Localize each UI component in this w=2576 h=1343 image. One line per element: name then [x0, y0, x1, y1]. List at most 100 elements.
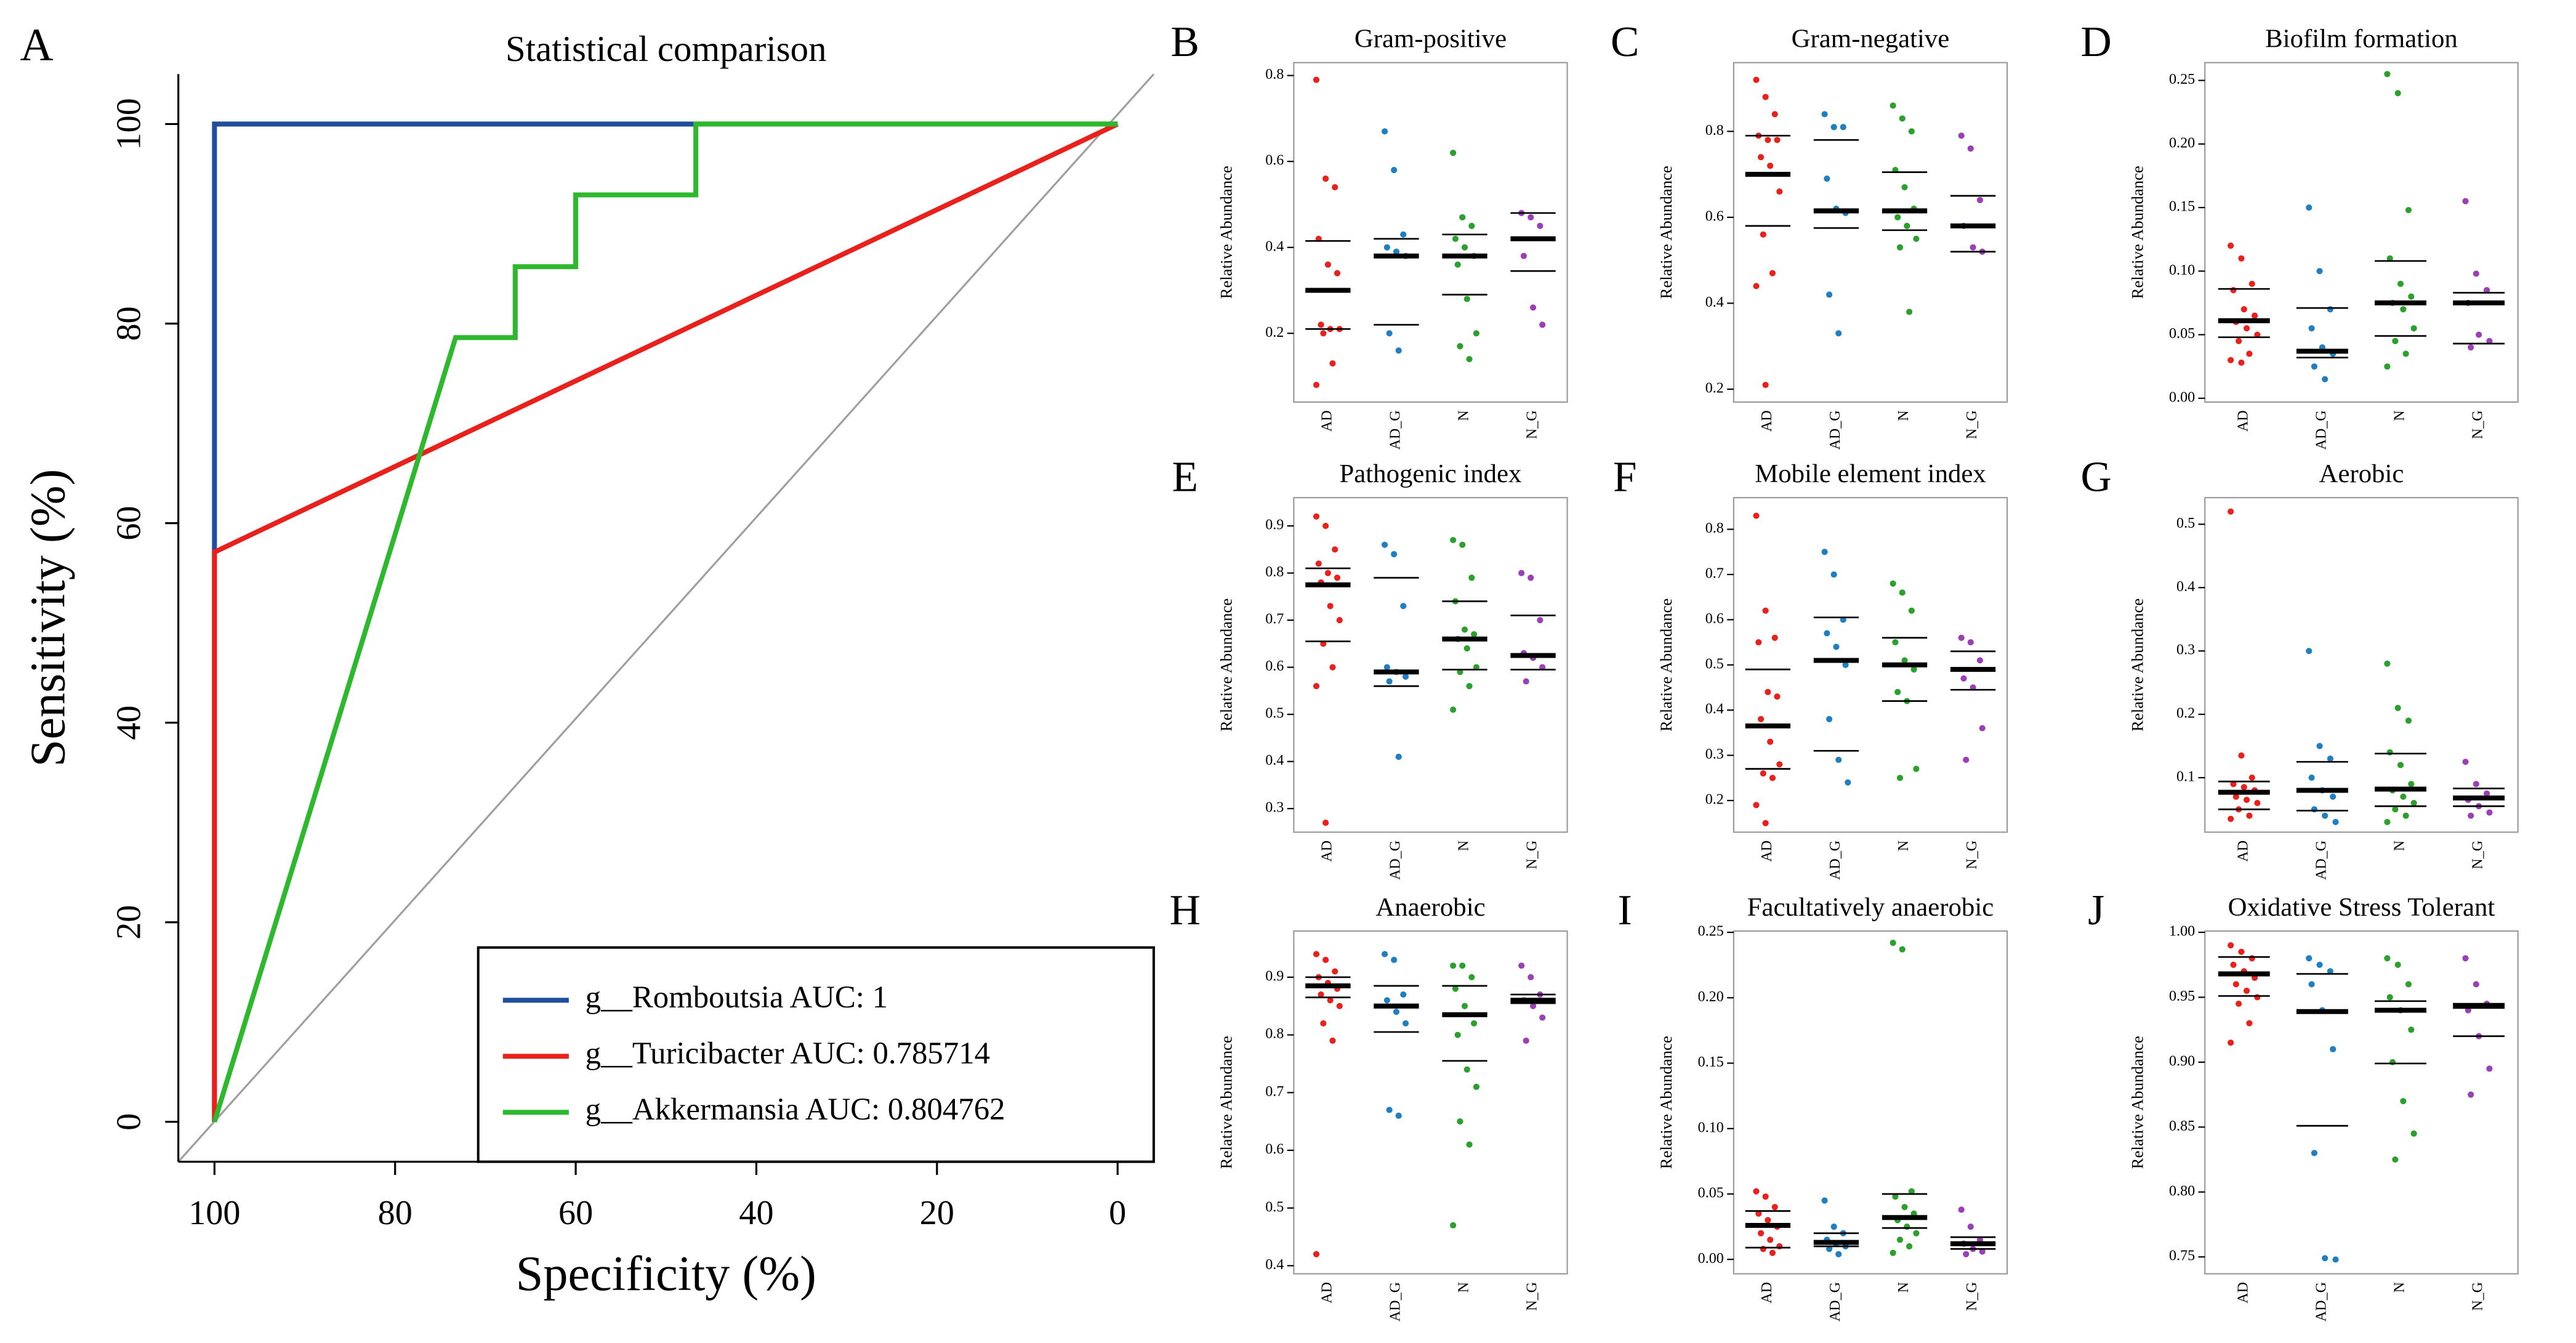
data-point: [1963, 756, 1970, 764]
y-tick-label: 0.10: [2169, 262, 2195, 278]
data-point: [1970, 244, 1976, 251]
data-point: [1459, 962, 1466, 969]
y-axis-title: Relative Abundance: [1657, 599, 1675, 732]
data-point: [1322, 820, 1329, 826]
data-point: [2476, 331, 2482, 338]
data-point: [1765, 137, 1771, 143]
data-point: [1466, 683, 1473, 690]
data-point: [1890, 1249, 1896, 1256]
data-point: [1753, 802, 1760, 809]
y-tick-label: 0.20: [1698, 989, 1724, 1005]
data-point: [1906, 1243, 1913, 1250]
y-tick-label: 1.00: [2169, 924, 2195, 940]
data-point: [1463, 645, 1470, 652]
y-axis-title: Relative Abundance: [1657, 1036, 1675, 1169]
data-point: [1468, 974, 1475, 981]
data-point: [1454, 261, 1461, 268]
data-point: [1821, 111, 1828, 118]
data-point: [2384, 363, 2391, 370]
panel-label: B: [1171, 18, 1199, 66]
data-point: [1454, 1031, 1461, 1038]
data-point: [1840, 124, 1846, 131]
data-point: [1450, 150, 1457, 156]
x-tick-label: AD: [2235, 841, 2251, 862]
y-tick-label: 0.8: [1705, 123, 1724, 139]
x-tick-label: N: [1456, 410, 1472, 421]
data-point: [1901, 184, 1908, 191]
x-tick-label: 40: [739, 1194, 773, 1232]
x-tick-label: AD: [1759, 841, 1775, 862]
data-point: [2246, 1020, 2253, 1026]
x-tick-label: AD: [1759, 1282, 1775, 1304]
y-tick-label: 100: [110, 98, 148, 150]
x-tick-label: N_G: [1964, 1282, 1980, 1311]
data-point: [1826, 1246, 1833, 1252]
x-tick-label: AD_G: [2313, 410, 2329, 450]
data-point: [1896, 775, 1904, 781]
data-point: [1324, 261, 1331, 268]
data-point: [2468, 344, 2474, 351]
data-point: [1976, 196, 1983, 204]
data-point: [1899, 946, 1906, 953]
data-point: [1890, 580, 1896, 587]
y-tick-label: 0.00: [1698, 1251, 1724, 1267]
y-tick-label: 0.6: [1705, 208, 1724, 224]
y-axis-title: Relative Abundance: [2128, 1036, 2146, 1169]
data-point: [1395, 753, 1402, 760]
data-point: [2486, 1065, 2493, 1072]
data-point: [2332, 1256, 2339, 1263]
data-point: [1471, 631, 1478, 638]
x-tick-label: 60: [558, 1194, 593, 1232]
data-point: [2311, 806, 2318, 813]
y-tick-label: 0.05: [2169, 326, 2195, 342]
y-tick-label: 0.6: [1265, 658, 1284, 674]
data-point: [2473, 270, 2479, 277]
roc-curve: [212, 121, 1118, 1123]
data-point: [2473, 781, 2479, 788]
y-tick-label: 0.9: [1265, 517, 1284, 533]
y-tick-label: 0.4: [1705, 294, 1724, 310]
data-point: [1322, 522, 1329, 530]
data-point: [1466, 356, 1473, 363]
panel-label: E: [1172, 453, 1198, 501]
data-point: [2230, 287, 2237, 294]
data-point: [1760, 1246, 1766, 1252]
panel-title: Anaerobic: [1375, 893, 1485, 922]
data-point: [1769, 775, 1776, 781]
x-tick-label: N: [1456, 841, 1472, 851]
data-point: [1892, 639, 1899, 646]
data-point: [2468, 812, 2474, 819]
y-tick-label: 0.3: [2176, 642, 2195, 658]
data-point: [2386, 994, 2393, 1001]
data-point: [1830, 1224, 1837, 1230]
data-point: [1762, 607, 1769, 614]
x-tick-label: AD: [2235, 410, 2251, 432]
data-point: [1452, 985, 1459, 992]
data-point: [1383, 664, 1390, 671]
x-tick-label: N_G: [2470, 1282, 2486, 1311]
data-point: [2484, 287, 2490, 294]
y-axis-title: Relative Abundance: [2128, 166, 2146, 299]
data-point: [1468, 222, 1475, 229]
data-point: [1830, 124, 1837, 131]
data-point: [1757, 154, 1765, 161]
data-point: [1760, 770, 1766, 777]
data-point: [1904, 222, 1910, 229]
data-point: [2408, 1026, 2415, 1033]
data-point: [1386, 678, 1393, 685]
data-point: [1908, 607, 1915, 614]
plot-frame: [1733, 62, 2008, 403]
data-point: [2230, 961, 2237, 968]
x-tick-label: AD_G: [1387, 1282, 1403, 1321]
x-tick-label: N: [1456, 1282, 1472, 1293]
data-point: [2386, 749, 2393, 756]
data-point: [1332, 184, 1338, 191]
y-axis-title: Relative Abundance: [1217, 599, 1235, 732]
data-point: [1833, 643, 1840, 650]
data-point: [2384, 818, 2391, 826]
diagonal-reference: [177, 73, 1155, 1163]
y-tick-label: 0.5: [2176, 515, 2195, 531]
data-point: [1461, 1002, 1468, 1009]
